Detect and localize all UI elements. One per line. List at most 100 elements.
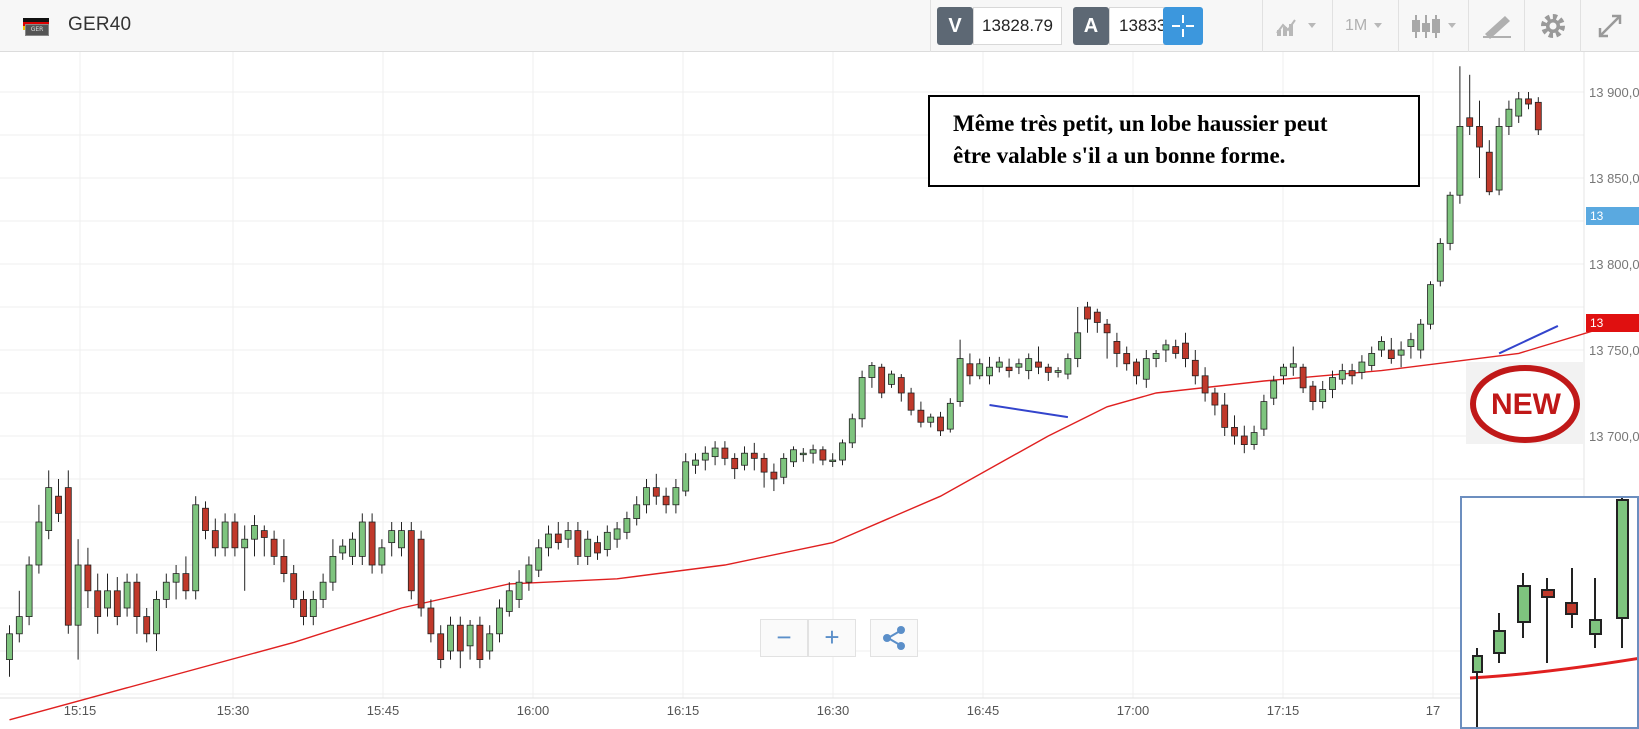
candle — [349, 532, 356, 565]
trend-lines — [989, 325, 1559, 419]
candle — [1015, 358, 1023, 375]
candle-body — [388, 530, 396, 544]
candle-body — [603, 531, 611, 550]
candle — [1495, 117, 1503, 196]
candle — [358, 513, 366, 565]
annotation-box: Même très petit, un lobe haussier peut ê… — [928, 95, 1420, 187]
fullscreen-button[interactable] — [1580, 0, 1639, 52]
settings-button[interactable] — [1524, 0, 1580, 52]
candle — [1113, 332, 1121, 368]
chart-type-button[interactable] — [1262, 0, 1332, 52]
candle-body — [162, 581, 170, 600]
candle-body — [809, 449, 817, 454]
candle — [848, 413, 856, 449]
candle-body — [447, 624, 454, 652]
candle — [417, 530, 425, 617]
candle-body — [1270, 380, 1278, 399]
candle — [398, 522, 405, 557]
candle — [1456, 66, 1464, 204]
share-button[interactable] — [870, 619, 918, 657]
candle — [84, 547, 92, 608]
sell-button[interactable]: V — [937, 7, 973, 45]
draw-tools-button[interactable] — [1468, 0, 1524, 52]
candle — [1142, 350, 1150, 388]
candle-body — [1172, 346, 1180, 354]
candle — [1319, 380, 1327, 409]
candle-body — [770, 471, 778, 480]
candle — [476, 616, 484, 669]
candle-body — [496, 607, 503, 635]
candle — [1250, 425, 1258, 450]
candle — [1133, 358, 1140, 385]
candle-body — [623, 518, 631, 533]
candle-body — [35, 521, 43, 566]
candle-body — [1485, 151, 1493, 193]
candle-body — [711, 447, 719, 458]
candle-body — [1142, 358, 1150, 380]
candle-body — [1299, 366, 1307, 389]
candle — [300, 590, 307, 626]
candle-body — [1035, 361, 1042, 368]
price-chart[interactable]: 13 900,0013 850,0013 800,0013 750,0013 7… — [0, 52, 1639, 729]
candle-body — [672, 487, 680, 506]
candle — [1368, 346, 1376, 371]
candle-body — [64, 487, 72, 626]
candle — [809, 444, 817, 464]
candlestick-button[interactable] — [1398, 0, 1468, 52]
candle-body — [1348, 370, 1356, 377]
buy-button[interactable]: A — [1073, 7, 1109, 45]
candle — [15, 590, 23, 643]
zoom-out-button[interactable]: − — [760, 619, 808, 657]
timeframe-label: 1M — [1345, 17, 1368, 34]
time-axis-label: 16:15 — [667, 703, 700, 718]
candle-body — [339, 545, 347, 554]
candle — [25, 556, 33, 626]
candle — [447, 616, 454, 660]
candle — [662, 487, 670, 514]
candle-body — [6, 633, 13, 660]
candle — [1044, 363, 1052, 381]
zoom-in-button[interactable]: + — [808, 619, 856, 657]
timeframe-dropdown[interactable]: 1M — [1332, 0, 1398, 52]
candle-body — [917, 409, 925, 423]
candle — [505, 582, 513, 617]
candle-body — [84, 564, 92, 592]
candle — [231, 513, 239, 557]
candle-body — [1240, 435, 1248, 446]
candle-body — [643, 487, 650, 506]
candle-body — [897, 377, 905, 394]
candle-body — [525, 564, 533, 583]
candle-body — [309, 599, 317, 618]
candle — [1201, 367, 1209, 402]
candle-body — [290, 573, 298, 600]
candle — [1505, 100, 1513, 135]
candle — [55, 479, 62, 522]
candle-body — [1368, 353, 1376, 366]
candle — [1280, 363, 1287, 385]
candle — [1525, 92, 1532, 110]
candle-body — [1093, 311, 1101, 323]
candle — [790, 446, 797, 467]
candle — [780, 453, 788, 485]
candle-body — [750, 452, 758, 459]
candle-body — [584, 538, 592, 557]
candle-body — [848, 418, 856, 444]
candle — [45, 470, 53, 540]
crosshair-button[interactable] — [1163, 7, 1203, 45]
candle — [584, 530, 592, 565]
candle-body — [1309, 385, 1317, 402]
candle-body — [358, 521, 366, 557]
candle — [937, 411, 944, 436]
candle — [721, 441, 729, 466]
candle — [1084, 301, 1091, 333]
candle — [427, 599, 435, 643]
candle — [839, 439, 846, 466]
candle — [407, 522, 415, 600]
candle-body — [260, 530, 268, 538]
zoom-inset — [1460, 496, 1639, 729]
candle — [309, 590, 317, 626]
candle-body — [1231, 426, 1238, 437]
candle-body — [1221, 404, 1229, 428]
sell-price[interactable]: 13828.79 — [973, 7, 1062, 45]
candle — [525, 556, 533, 591]
